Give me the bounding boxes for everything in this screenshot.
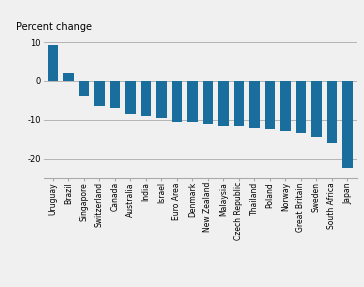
Bar [234, 81, 244, 126]
Bar [63, 73, 74, 81]
Bar [141, 81, 151, 116]
Bar [110, 81, 120, 108]
Bar [125, 81, 136, 114]
Bar [311, 81, 322, 137]
Bar [218, 81, 229, 126]
Bar [187, 81, 198, 122]
Bar [171, 81, 182, 122]
Bar [249, 81, 260, 127]
Bar [156, 81, 167, 118]
Bar [265, 81, 275, 129]
Bar [202, 81, 213, 124]
Bar [94, 81, 105, 106]
Bar [48, 45, 58, 81]
Bar [79, 81, 90, 96]
Bar [327, 81, 337, 143]
Bar [342, 81, 353, 168]
Text: Percent change: Percent change [16, 22, 91, 32]
Bar [280, 81, 291, 131]
Bar [296, 81, 306, 133]
